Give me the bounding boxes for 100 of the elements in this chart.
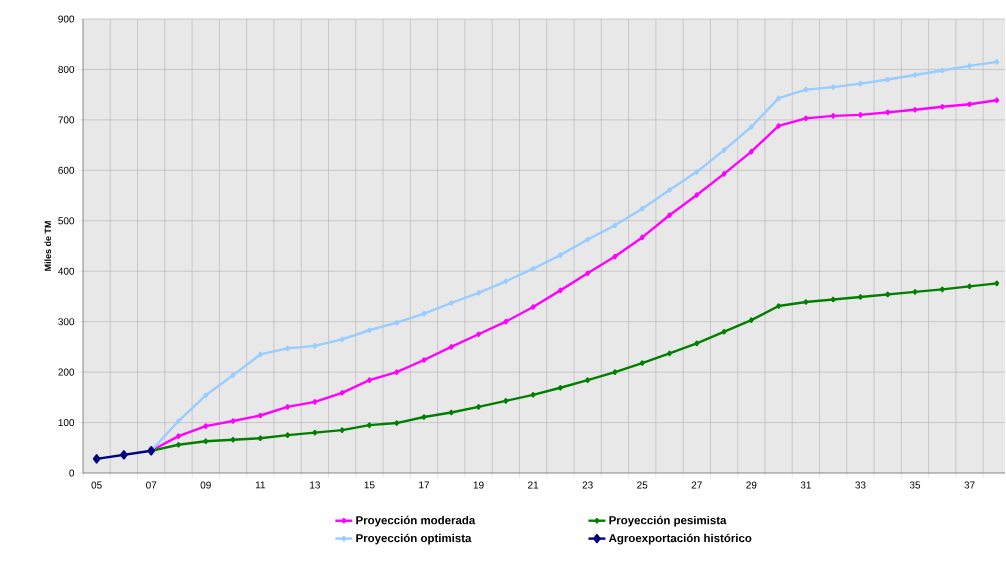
- point: [694, 192, 700, 198]
- point: [585, 377, 591, 383]
- point: [885, 76, 891, 83]
- point: [803, 86, 809, 93]
- point: [120, 450, 128, 460]
- point: [858, 80, 863, 87]
- point: [803, 115, 809, 122]
- legend-label: Proyección pesimista: [609, 515, 727, 527]
- point: [994, 97, 1000, 104]
- y-tick-label: 900: [58, 15, 75, 23]
- point: [912, 289, 918, 295]
- y-tick-label: 100: [58, 419, 75, 427]
- point: [585, 236, 591, 243]
- point: [476, 404, 481, 410]
- point: [312, 399, 318, 405]
- point: [476, 331, 481, 338]
- point: [176, 418, 181, 424]
- point: [285, 404, 290, 410]
- point: [830, 84, 836, 90]
- point: [694, 169, 700, 175]
- point: [858, 112, 863, 118]
- point: [721, 328, 727, 335]
- y-tick-label: 800: [58, 65, 75, 73]
- point: [367, 377, 372, 383]
- point: [257, 351, 263, 358]
- point: [176, 433, 181, 439]
- point: [339, 427, 345, 433]
- point: [667, 212, 672, 219]
- point: [694, 340, 700, 347]
- point: [257, 435, 263, 441]
- point: [367, 422, 372, 428]
- point: [639, 360, 645, 366]
- point: [448, 300, 454, 306]
- point: [721, 171, 727, 177]
- point: [667, 187, 672, 193]
- point: [612, 253, 618, 260]
- point: [776, 303, 781, 309]
- point: [776, 95, 781, 101]
- point: [530, 265, 536, 272]
- point: [667, 350, 672, 357]
- point: [939, 286, 945, 293]
- point: [830, 296, 836, 303]
- point: [748, 317, 754, 323]
- point: [92, 454, 101, 464]
- x-tick-label: 31: [800, 481, 811, 489]
- point: [721, 147, 727, 153]
- x-tick-label: 29: [746, 481, 757, 489]
- point: [394, 369, 400, 375]
- x-tick-label: 05: [91, 481, 102, 489]
- point: [748, 124, 754, 130]
- x-tick-label: 25: [637, 481, 648, 489]
- point: [557, 252, 563, 258]
- point: [994, 280, 1000, 287]
- point: [339, 336, 345, 343]
- y-axis-title: Miles de TM: [44, 221, 52, 271]
- point: [503, 398, 509, 404]
- point: [612, 369, 618, 375]
- point: [176, 441, 181, 448]
- point: [639, 205, 645, 212]
- point: [585, 270, 591, 277]
- y-tick-label: 700: [58, 116, 75, 124]
- x-tick-label: 09: [200, 481, 211, 489]
- y-tick-label: 500: [58, 217, 75, 225]
- point: [557, 287, 563, 294]
- point: [312, 343, 318, 349]
- point: [203, 392, 209, 399]
- point: [967, 63, 972, 69]
- legend-label: Agroexportación histórico: [608, 533, 752, 545]
- point: [421, 357, 427, 363]
- point: [967, 101, 972, 108]
- x-tick-label: 27: [691, 481, 702, 489]
- point: [639, 234, 645, 241]
- point: [448, 344, 454, 350]
- point: [448, 409, 454, 416]
- x-tick-label: 33: [855, 481, 866, 489]
- point: [394, 420, 400, 426]
- point: [885, 109, 891, 116]
- point: [230, 418, 236, 424]
- y-tick-label: 300: [58, 318, 75, 326]
- point: [339, 390, 345, 396]
- point: [557, 384, 563, 391]
- x-tick-label: 13: [310, 481, 320, 489]
- point: [939, 103, 945, 110]
- point: [257, 412, 263, 419]
- point: [203, 438, 209, 445]
- point: [912, 72, 918, 78]
- point: [476, 290, 481, 296]
- x-tick-label: 07: [146, 481, 157, 489]
- x-tick-label: 35: [909, 481, 921, 489]
- point: [885, 291, 891, 298]
- legend-label: Proyección optimista: [356, 533, 472, 545]
- point: [776, 123, 781, 129]
- point: [830, 113, 836, 119]
- point: [367, 327, 372, 334]
- x-tick-label: 21: [528, 481, 539, 489]
- point: [803, 299, 809, 305]
- point: [612, 222, 618, 229]
- legend-label: Proyección moderada: [356, 515, 476, 527]
- y-tick-label: 400: [58, 267, 75, 275]
- point: [912, 107, 918, 113]
